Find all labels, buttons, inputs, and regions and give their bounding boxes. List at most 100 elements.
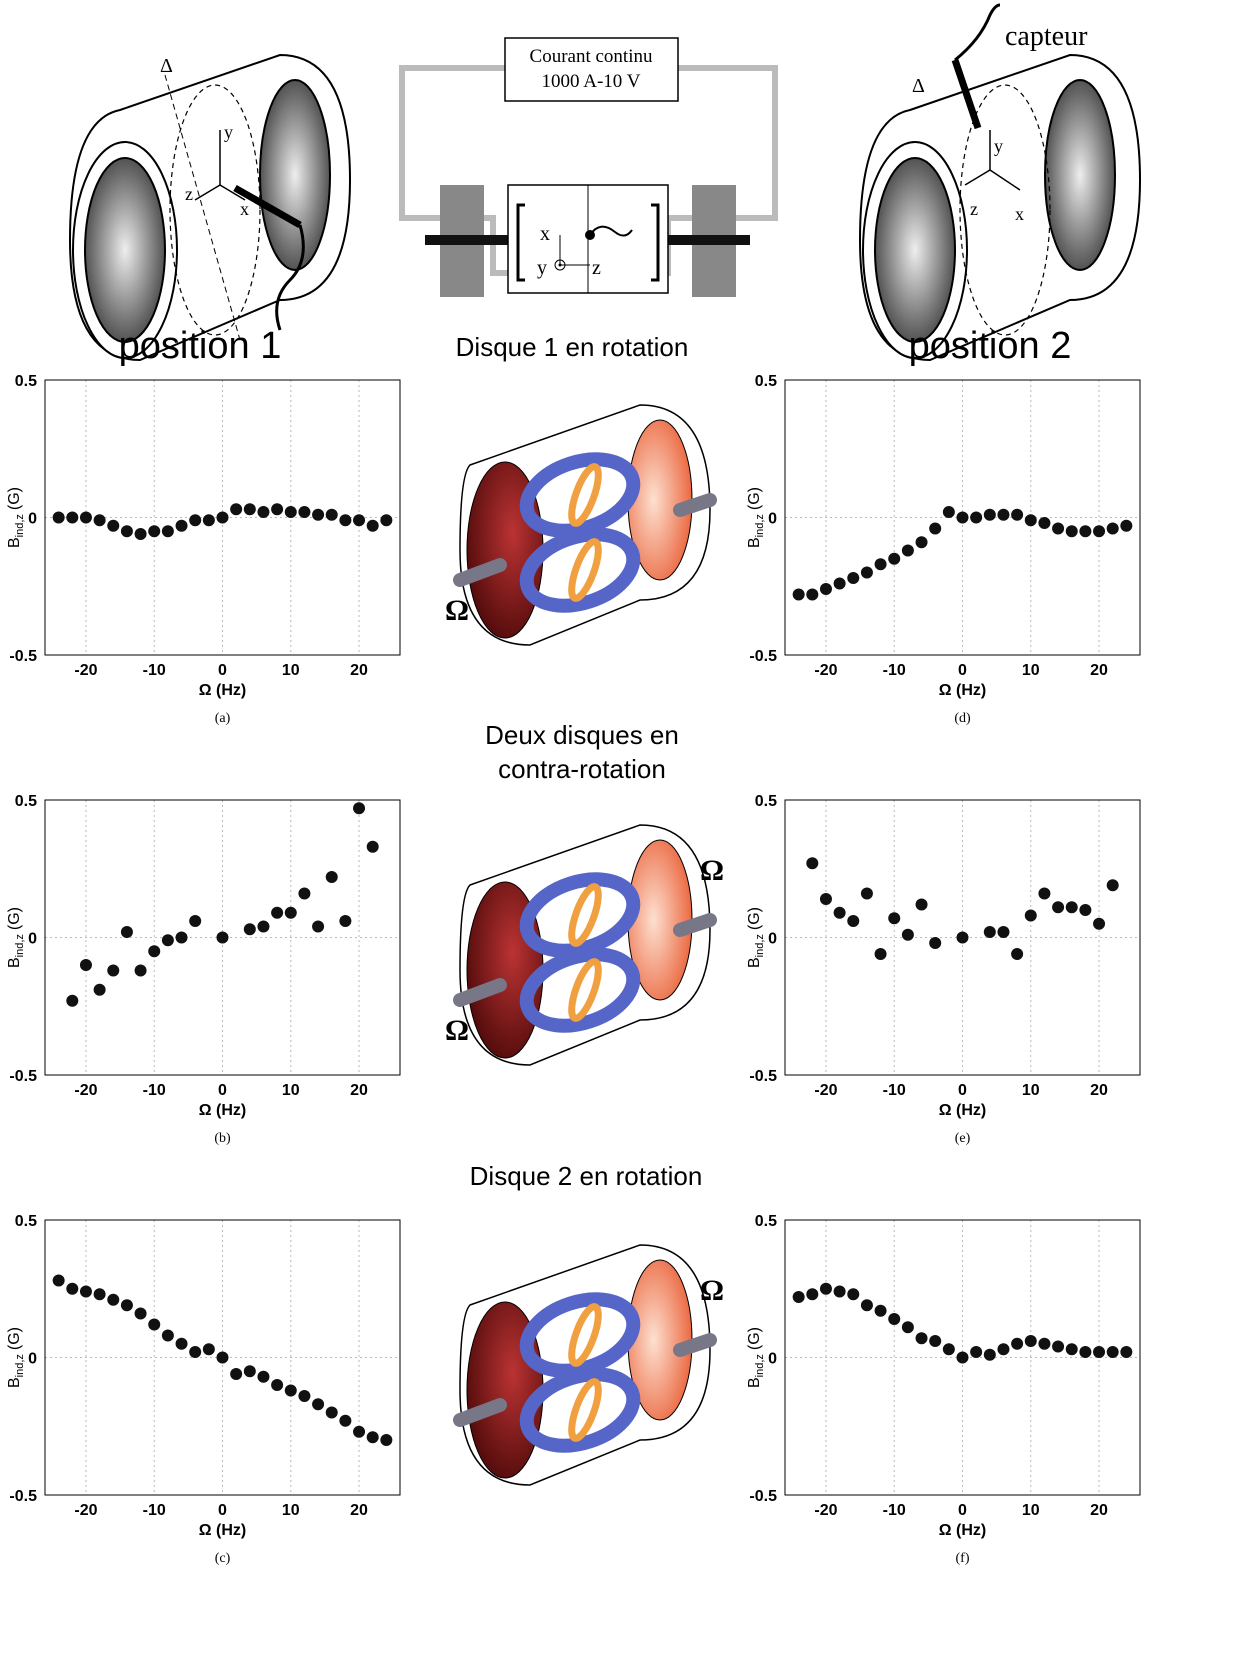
y-tick-label: 0 bbox=[768, 1351, 777, 1368]
plot-frame bbox=[784, 379, 1141, 656]
data-point bbox=[271, 503, 284, 516]
data-point bbox=[1024, 514, 1037, 527]
delta-label: Δ bbox=[912, 75, 925, 97]
data-point bbox=[833, 1285, 846, 1298]
x-tick-label: 10 bbox=[1022, 1082, 1040, 1099]
data-point bbox=[120, 525, 133, 538]
data-point bbox=[284, 1384, 297, 1397]
x-tick-label: -10 bbox=[143, 1502, 166, 1519]
data-point bbox=[1079, 904, 1092, 916]
y-axis-label-base: B bbox=[746, 957, 763, 968]
data-point bbox=[1038, 517, 1051, 529]
data-point bbox=[243, 503, 256, 516]
data-point bbox=[970, 511, 983, 524]
axis-label: z bbox=[185, 184, 193, 204]
y-axis-label-base: B bbox=[746, 1377, 763, 1388]
data-point bbox=[216, 1351, 229, 1364]
data-point bbox=[1038, 1337, 1051, 1350]
data-point bbox=[1106, 879, 1119, 892]
data-point bbox=[257, 1370, 270, 1383]
plot-frame bbox=[44, 1219, 401, 1496]
flow-illustration: Ω bbox=[453, 1244, 724, 1486]
vortex bbox=[568, 538, 602, 602]
data-point bbox=[929, 522, 942, 535]
data-point bbox=[79, 1285, 92, 1298]
data-point bbox=[366, 840, 379, 853]
y-axis-label-unit: (G) bbox=[6, 487, 23, 510]
x-axis-label: Ω (Hz) bbox=[199, 1522, 246, 1539]
x-tick-label: 0 bbox=[958, 662, 967, 679]
data-point bbox=[1052, 1340, 1065, 1353]
data-point bbox=[66, 1282, 79, 1295]
data-point bbox=[312, 1398, 325, 1411]
data-point bbox=[93, 514, 106, 527]
box-label: Courant continu bbox=[530, 46, 653, 67]
data-point bbox=[52, 1274, 65, 1287]
data-point bbox=[175, 1337, 188, 1350]
x-tick-label: -10 bbox=[883, 1082, 906, 1099]
data-point bbox=[175, 519, 188, 532]
data-point bbox=[284, 506, 297, 518]
data-point bbox=[93, 983, 106, 996]
heading: Disque 2 en rotation bbox=[470, 1161, 703, 1191]
y-tick-label: 0 bbox=[28, 511, 37, 528]
data-point bbox=[325, 1406, 338, 1419]
plot-frame bbox=[44, 379, 401, 656]
y-tick-label: 0.5 bbox=[15, 373, 37, 390]
flow-loop bbox=[519, 1292, 641, 1378]
plot-frame bbox=[44, 799, 401, 1076]
axis-label: z bbox=[592, 257, 601, 279]
data-point bbox=[983, 508, 996, 521]
data-point bbox=[874, 948, 887, 960]
y-axis-label-unit: (G) bbox=[6, 1327, 23, 1350]
caption: (a) bbox=[215, 711, 231, 726]
scatter-chart: -20 -10 0 10 20 -0.5 0 0.5 Ω (Hz) (f) Bind,z (G) bbox=[746, 1213, 1141, 1566]
y-axis-label: Bind,z (G) bbox=[746, 487, 766, 548]
data-point bbox=[806, 588, 819, 601]
axis-label: y bbox=[994, 136, 1003, 156]
x-axis-label: Ω (Hz) bbox=[939, 1102, 986, 1119]
data-point bbox=[189, 514, 202, 527]
data-point bbox=[860, 1299, 873, 1312]
shaft bbox=[453, 1398, 507, 1427]
x-tick-label: -20 bbox=[74, 1082, 97, 1099]
vortex bbox=[568, 958, 602, 1022]
x-tick-label: 20 bbox=[350, 1502, 368, 1519]
y-tick-label: 0 bbox=[768, 511, 777, 528]
data-point bbox=[819, 893, 832, 905]
data-point bbox=[175, 931, 188, 944]
data-point bbox=[888, 912, 901, 925]
data-point bbox=[339, 1414, 352, 1427]
y-tick-label: -0.5 bbox=[9, 1068, 37, 1085]
omega-label: Ω bbox=[445, 594, 469, 627]
scatter-chart: -20 -10 0 10 20 -0.5 0 0.5 Ω (Hz) (a) Bind,z (G) bbox=[6, 373, 401, 726]
vortex bbox=[568, 1378, 602, 1442]
data-point bbox=[339, 915, 352, 927]
cylinder-diagram-right bbox=[858, 3, 1142, 362]
data-point bbox=[901, 544, 914, 557]
x-tick-label: 0 bbox=[958, 1502, 967, 1519]
data-point bbox=[271, 1379, 284, 1391]
data-point bbox=[243, 923, 256, 936]
x-tick-label: 0 bbox=[218, 1082, 227, 1099]
data-point bbox=[942, 506, 955, 518]
shaft bbox=[673, 1333, 717, 1357]
plot-frame bbox=[784, 1219, 1141, 1496]
x-axis-label: Ω (Hz) bbox=[199, 1102, 246, 1119]
data-point bbox=[983, 1348, 996, 1361]
data-point bbox=[134, 1307, 147, 1320]
scatter-chart: -20 -10 0 10 20 -0.5 0 0.5 Ω (Hz) (c) Bind,z (G) bbox=[6, 1213, 401, 1566]
x-tick-label: 20 bbox=[1090, 1502, 1108, 1519]
caption: (f) bbox=[956, 1551, 970, 1566]
x-tick-label: 20 bbox=[1090, 662, 1108, 679]
data-point bbox=[93, 1288, 106, 1301]
y-axis-label-unit: (G) bbox=[746, 1327, 763, 1350]
data-point bbox=[66, 994, 79, 1007]
y-axis-label-sub: ind,z bbox=[754, 1354, 766, 1377]
data-point bbox=[189, 915, 202, 927]
y-tick-label: 0.5 bbox=[15, 1213, 37, 1230]
data-point bbox=[956, 1351, 969, 1364]
data-point bbox=[134, 964, 147, 977]
y-tick-label: -0.5 bbox=[749, 648, 777, 665]
